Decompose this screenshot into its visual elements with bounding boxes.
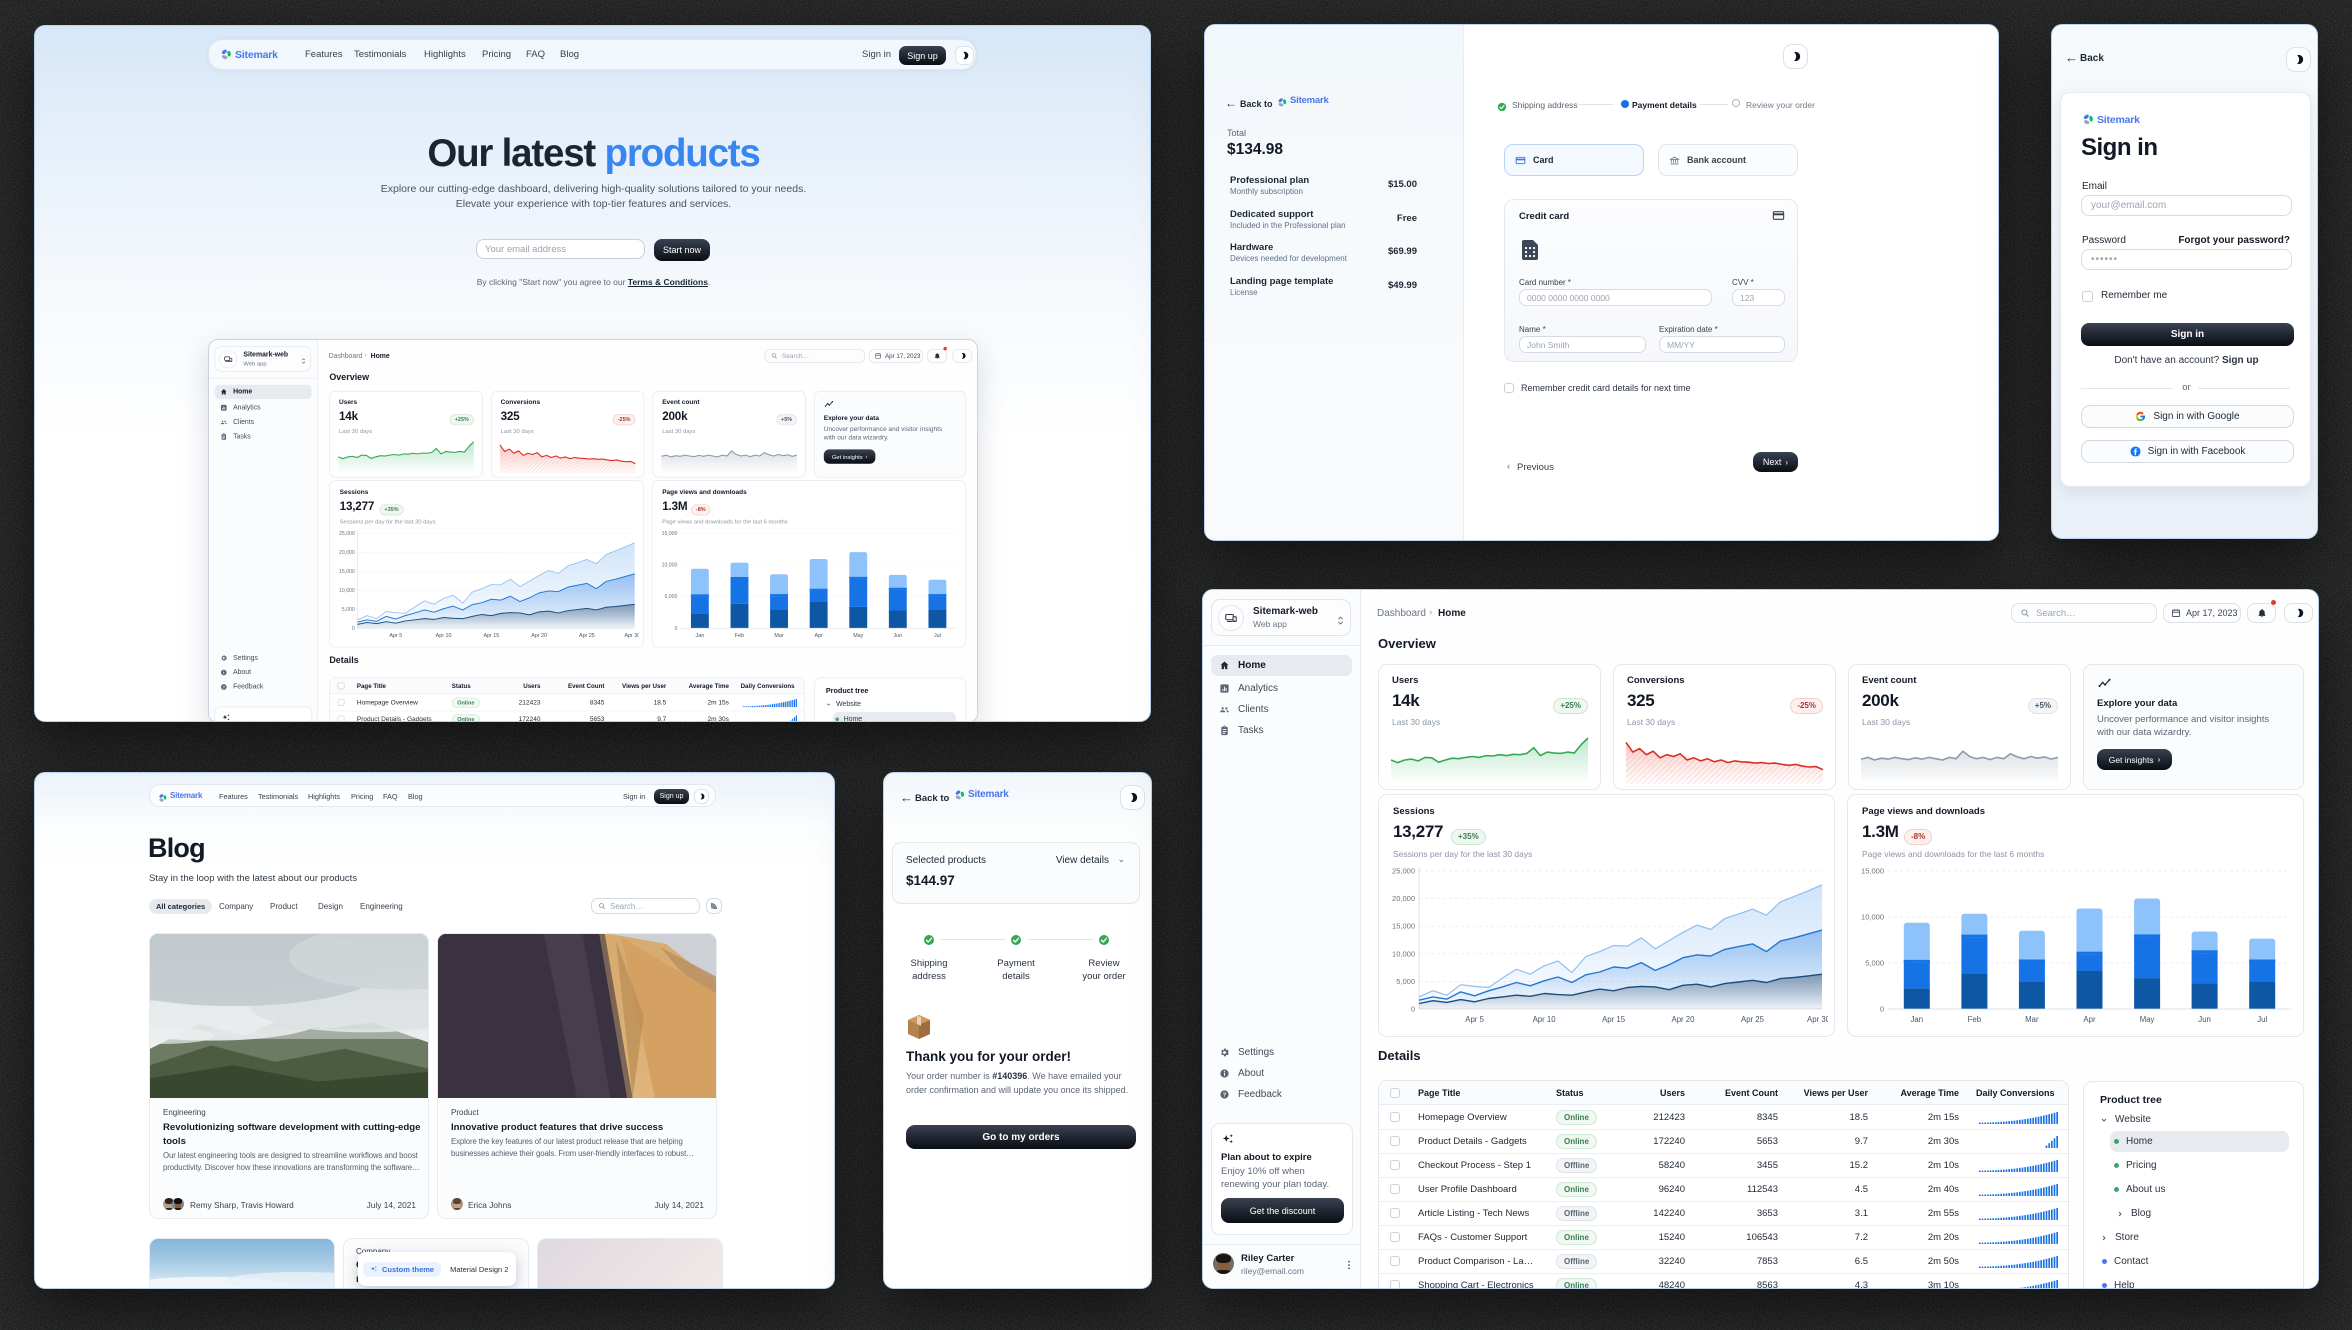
svg-text:Feb: Feb xyxy=(735,633,744,639)
svg-text:0: 0 xyxy=(674,626,677,632)
svg-text:Apr: Apr xyxy=(2083,1015,2096,1024)
svg-text:20,000: 20,000 xyxy=(339,550,355,556)
svg-text:Apr 10: Apr 10 xyxy=(436,633,452,639)
svg-text:Jun: Jun xyxy=(2198,1015,2211,1024)
svg-text:May: May xyxy=(2140,1015,2155,1024)
svg-text:Jul: Jul xyxy=(2257,1015,2267,1024)
svg-text:10,000: 10,000 xyxy=(1392,949,1415,958)
svg-text:Apr 20: Apr 20 xyxy=(1672,1015,1696,1024)
svg-text:5,000: 5,000 xyxy=(1396,977,1415,986)
svg-text:?: ? xyxy=(1223,1093,1227,1099)
svg-text:Apr: Apr xyxy=(814,633,823,639)
svg-text:Jan: Jan xyxy=(1911,1015,1924,1024)
svg-text:Apr 15: Apr 15 xyxy=(483,633,499,639)
svg-text:15,000: 15,000 xyxy=(662,531,678,537)
svg-text:Jul: Jul xyxy=(934,633,941,639)
svg-text:Apr 30: Apr 30 xyxy=(1807,1015,1828,1024)
svg-text:Apr 15: Apr 15 xyxy=(1602,1015,1626,1024)
svg-text:5,000: 5,000 xyxy=(342,607,355,613)
svg-text:20,000: 20,000 xyxy=(1392,894,1415,903)
svg-text:Apr 30: Apr 30 xyxy=(624,633,638,639)
svg-text:5,000: 5,000 xyxy=(1865,959,1884,968)
svg-text:Apr 5: Apr 5 xyxy=(1465,1015,1484,1024)
svg-text:25,000: 25,000 xyxy=(1392,867,1415,876)
svg-text:0: 0 xyxy=(1880,1005,1884,1014)
svg-text:25,000: 25,000 xyxy=(339,531,355,537)
svg-text:15,000: 15,000 xyxy=(1392,922,1415,931)
svg-text:15,000: 15,000 xyxy=(1861,867,1884,876)
svg-text:0: 0 xyxy=(1411,1005,1415,1014)
svg-text:Jun: Jun xyxy=(893,633,902,639)
svg-text:Apr 25: Apr 25 xyxy=(579,633,595,639)
svg-text:15,000: 15,000 xyxy=(339,569,355,575)
svg-text:Apr 5: Apr 5 xyxy=(389,633,402,639)
svg-text:Apr 20: Apr 20 xyxy=(531,633,547,639)
svg-text:10,000: 10,000 xyxy=(1861,913,1884,922)
svg-text:May: May xyxy=(853,633,863,639)
svg-text:Jan: Jan xyxy=(696,633,705,639)
svg-text:?: ? xyxy=(223,684,226,689)
svg-text:5,000: 5,000 xyxy=(664,594,677,600)
svg-text:Feb: Feb xyxy=(1968,1015,1982,1024)
svg-text:Apr 25: Apr 25 xyxy=(1741,1015,1765,1024)
svg-text:Apr 10: Apr 10 xyxy=(1533,1015,1557,1024)
svg-text:10,000: 10,000 xyxy=(339,588,355,594)
svg-text:10,000: 10,000 xyxy=(662,563,678,569)
svg-text:Mar: Mar xyxy=(2025,1015,2039,1024)
svg-text:Mar: Mar xyxy=(774,633,783,639)
svg-text:0: 0 xyxy=(352,626,355,632)
